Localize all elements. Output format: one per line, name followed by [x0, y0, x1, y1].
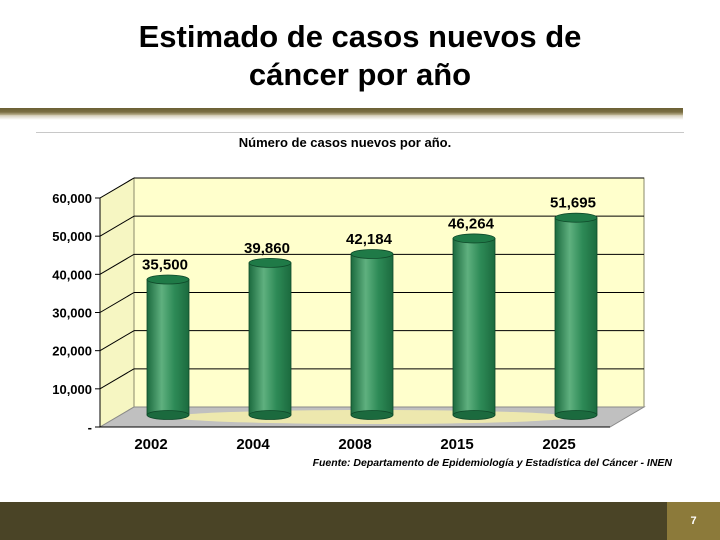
bar-value-label: 35,500	[142, 257, 188, 274]
bar-base	[554, 410, 598, 420]
bar-chart: - 10,000 20,000 30,000 40,000 50,000 60,000 35,…	[52, 135, 672, 469]
chart-top-rule	[36, 132, 684, 133]
chart-text: - 10,000 20,000 30,000 40,000 50,000 60,000 35,…	[52, 135, 672, 469]
page-number: 7	[667, 502, 720, 540]
x-tick-label: 2004	[236, 436, 270, 453]
footer-bar	[0, 502, 720, 540]
bar-value-label: 39,860	[244, 240, 290, 257]
chart-gridline-side	[99, 253, 135, 275]
bar	[350, 253, 394, 416]
bar-top	[248, 257, 292, 268]
title-divider-shadow	[0, 116, 683, 120]
chart-gridline-side	[99, 215, 135, 237]
chart-gridline-side	[99, 292, 135, 313]
bar-value-label: 42,184	[346, 231, 393, 248]
x-tick-label: 2025	[542, 436, 575, 453]
y-tick-label: 60,000	[52, 191, 92, 206]
chart-source-note: Fuente: Departamento de Epidemiología y …	[313, 457, 673, 469]
bar-top	[452, 233, 496, 244]
bar-base	[248, 410, 292, 420]
chart-gridline-side	[99, 330, 135, 352]
bar-base	[452, 410, 496, 420]
x-tick-label: 2015	[440, 436, 473, 453]
bar-base	[350, 410, 394, 420]
y-tick-label: 10,000	[52, 382, 92, 397]
y-tick-label: 50,000	[52, 229, 92, 244]
x-tick-label: 2008	[338, 436, 371, 453]
bar-base	[146, 410, 190, 420]
y-tick-label: 30,000	[52, 306, 92, 321]
x-tick-label: 2002	[134, 436, 167, 453]
y-tick-label: -	[88, 420, 92, 435]
bar	[554, 217, 598, 416]
title-divider	[0, 108, 683, 116]
chart-gridline-side	[99, 177, 135, 199]
slide-title: Estimado de casos nuevos de cáncer por a…	[138, 19, 582, 92]
chart-title: Número de casos nuevos por año.	[239, 135, 451, 150]
chart-bars	[146, 212, 598, 420]
bar	[452, 238, 496, 416]
y-tick-label: 40,000	[52, 267, 92, 282]
bar-top	[554, 212, 598, 223]
chart-gridline-side	[99, 368, 135, 390]
bar-value-label: 46,264	[448, 215, 495, 232]
bar	[146, 279, 190, 416]
y-tick-label: 20,000	[52, 344, 92, 359]
bar-top	[146, 274, 190, 285]
bar-value-label: 51,695	[550, 195, 596, 212]
bar-top	[350, 249, 394, 259]
bar	[248, 262, 292, 416]
